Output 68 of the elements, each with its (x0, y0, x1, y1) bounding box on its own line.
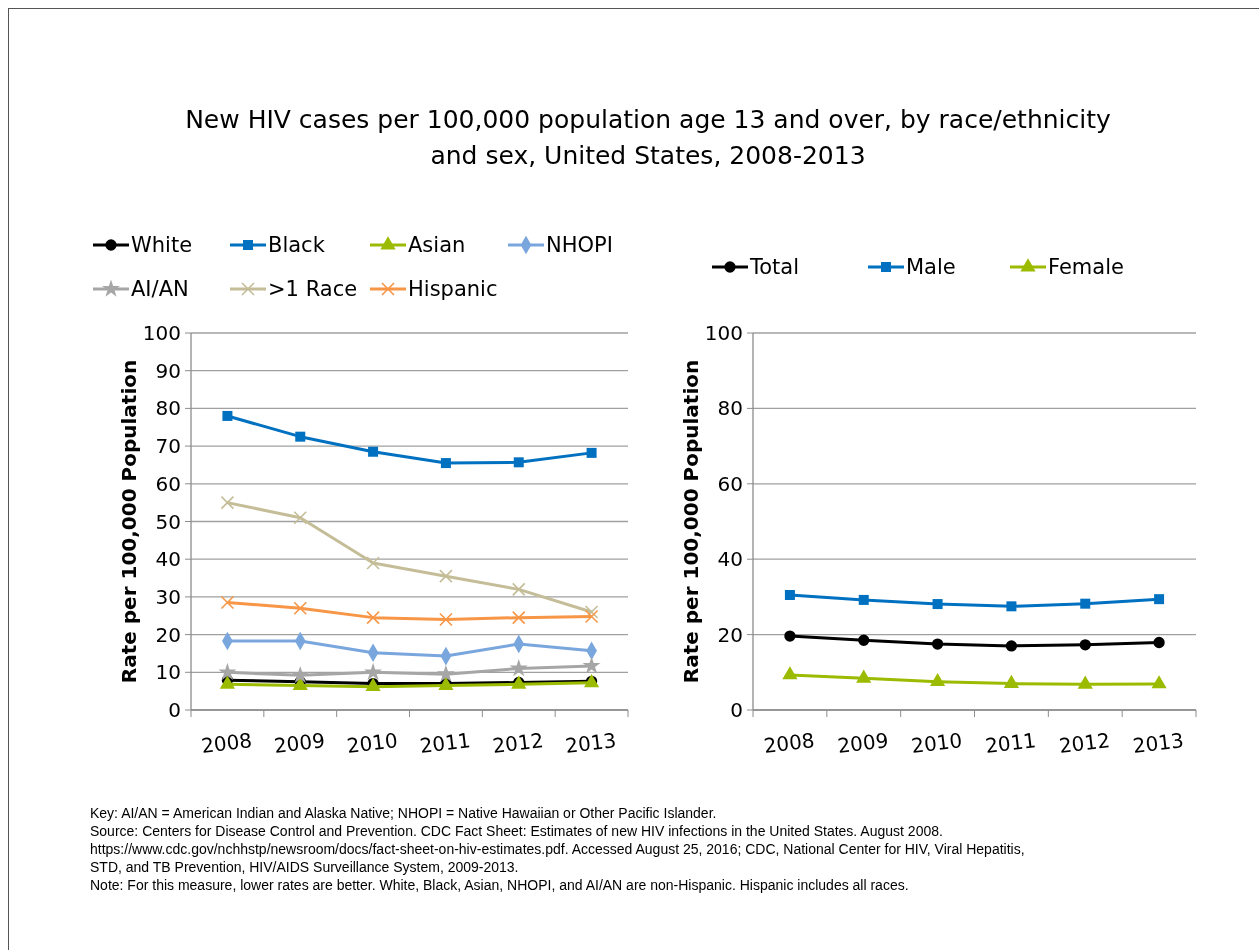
legend-label: Male (906, 255, 956, 280)
x-tick-label: 2013 (1131, 728, 1185, 759)
point (220, 595, 235, 610)
source-note: Source: Centers for Disease Control and Prevention. CDC Fact Sheet: Estimates of new HIV infections in the United States. August 2008. https://www.cdc.gov/nchhstp/newsroom/docs/fact-sheet-on-hiv-estimates.pdf. Accessed August 25, 2016; CDC, National Center for HIV, Viral Hepatitis, STD, and TB Prevention, HIV/AIDS Surveillance System, 2009-2013. (90, 823, 1025, 875)
y-axis-title: Rate per 100,000 Population (679, 359, 703, 684)
point (368, 446, 379, 457)
y-tick-label: 60 (717, 471, 743, 496)
legend-label: Black (268, 233, 326, 258)
point (222, 410, 233, 421)
point (439, 612, 453, 627)
text: Note: For this measure, lower rates are better. White, Black, Asian, NHOPI, and AI/AN are non-Hispanic. Hispanic includes all races. (90, 877, 909, 893)
y-tick-label: 80 (155, 396, 181, 421)
x-tick-label: 2010 (345, 728, 399, 759)
x-tick-label: 2009 (272, 728, 327, 759)
legend-label: >1 Race (268, 277, 358, 302)
point (220, 495, 235, 510)
text: Key: AI/AN = American Indian and Alaska Native; NHOPI = Native Hawaiian or Other Pacific Islander. (90, 805, 717, 821)
point (582, 656, 601, 674)
legend-label: AI/AN (131, 277, 189, 302)
x-tick-label: 2008 (762, 728, 816, 759)
chart-title: New HIV cases per 100,000 population age 13 and over, by race/ethnicity and sex, United States, 2008-2013 (185, 105, 1112, 170)
point (293, 601, 308, 616)
point (218, 662, 237, 680)
y-tick-label: 70 (155, 434, 181, 459)
y-tick-label: 40 (155, 547, 181, 572)
legend-label: Asian (408, 233, 466, 258)
point (509, 659, 528, 677)
point (291, 665, 310, 683)
point (511, 610, 526, 625)
x-tick-label: 2013 (564, 728, 618, 759)
x-tick-label: 2010 (910, 728, 964, 759)
legend-label: Female (1048, 255, 1124, 280)
y-tick-label: 0 (730, 698, 743, 722)
point (439, 569, 453, 583)
legend-label: NHOPI (546, 233, 613, 258)
x-tick-label: 2008 (199, 728, 254, 759)
point (584, 609, 599, 624)
y-tick-label: 100 (704, 321, 743, 345)
legend-label: White (131, 233, 193, 258)
y-tick-label: 10 (155, 660, 181, 685)
y-tick-label: 30 (155, 584, 181, 609)
legend-label: Hispanic (408, 277, 498, 302)
y-tick-label: 20 (155, 622, 181, 647)
point (293, 510, 308, 525)
point (436, 664, 455, 682)
y-tick-label: 0 (168, 698, 181, 722)
y-tick-label: 20 (717, 622, 743, 647)
point (366, 556, 380, 570)
point (586, 447, 597, 458)
point (513, 457, 524, 468)
y-tick-label: 60 (155, 471, 181, 496)
x-tick-label: 2012 (1057, 728, 1112, 759)
x-tick-label: 2011 (418, 728, 472, 759)
x-tick-label: 2009 (836, 728, 890, 759)
y-tick-label: 80 (717, 396, 743, 421)
y-tick-label: 100 (142, 321, 181, 345)
y-tick-label: 40 (717, 547, 743, 572)
y-tick-label: 90 (155, 358, 181, 383)
y-axis-title: Rate per 100,000 Population (117, 359, 141, 684)
legend-label: Total (749, 255, 800, 280)
point (440, 458, 451, 469)
point (295, 431, 306, 442)
y-tick-label: 50 (155, 509, 181, 534)
point (366, 610, 380, 625)
x-tick-label: 2011 (983, 728, 1038, 759)
point (364, 662, 383, 680)
point (511, 582, 526, 597)
x-tick-label: 2012 (491, 728, 545, 759)
